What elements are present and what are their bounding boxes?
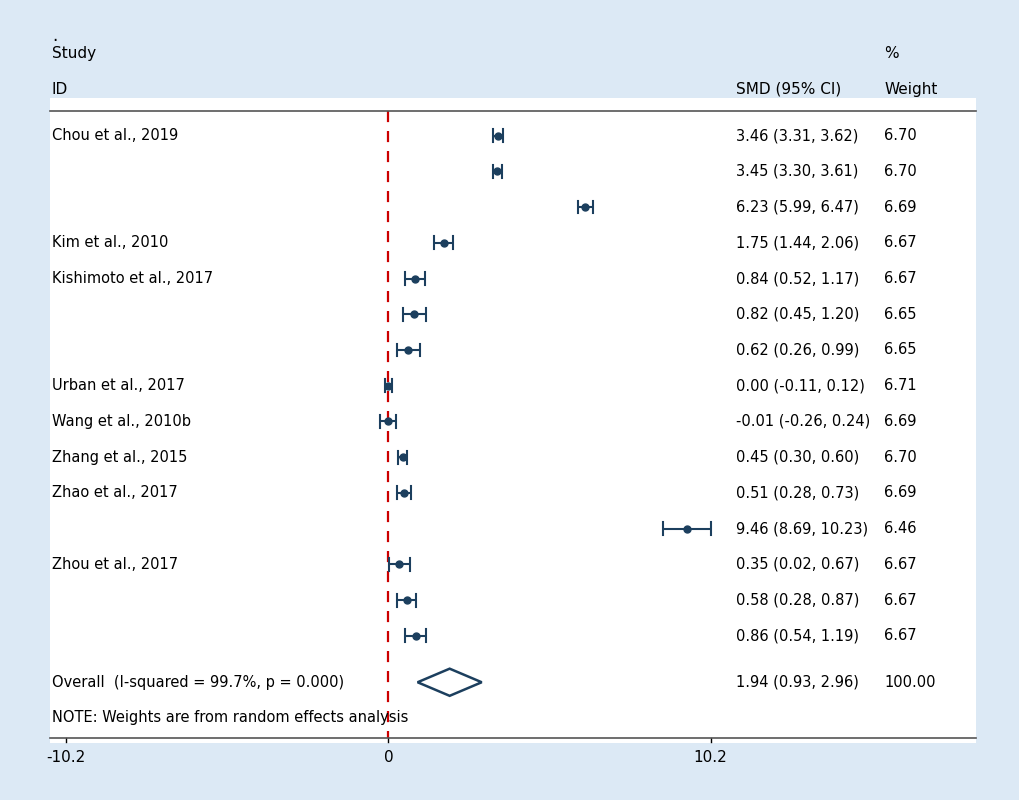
Text: 6.69: 6.69 bbox=[883, 486, 916, 500]
Text: 6.67: 6.67 bbox=[883, 271, 916, 286]
Text: %: % bbox=[883, 46, 898, 61]
Text: 6.65: 6.65 bbox=[883, 306, 916, 322]
Text: 6.70: 6.70 bbox=[883, 164, 916, 179]
Text: 6.67: 6.67 bbox=[883, 628, 916, 643]
Text: 6.67: 6.67 bbox=[883, 593, 916, 607]
Text: 0.86 (0.54, 1.19): 0.86 (0.54, 1.19) bbox=[735, 628, 858, 643]
Text: 3.46 (3.31, 3.62): 3.46 (3.31, 3.62) bbox=[735, 128, 857, 143]
Text: 6.70: 6.70 bbox=[883, 450, 916, 465]
Text: 1.75 (1.44, 2.06): 1.75 (1.44, 2.06) bbox=[735, 235, 858, 250]
Text: 10.2: 10.2 bbox=[693, 750, 727, 765]
Text: -10.2: -10.2 bbox=[47, 750, 86, 765]
Text: 0.51 (0.28, 0.73): 0.51 (0.28, 0.73) bbox=[735, 486, 858, 500]
Text: 6.71: 6.71 bbox=[883, 378, 916, 394]
Text: Study: Study bbox=[52, 46, 96, 61]
Text: 6.70: 6.70 bbox=[883, 128, 916, 143]
Text: ID: ID bbox=[52, 82, 68, 97]
Text: NOTE: Weights are from random effects analysis: NOTE: Weights are from random effects an… bbox=[52, 710, 408, 726]
Text: Weight: Weight bbox=[883, 82, 936, 97]
Polygon shape bbox=[417, 669, 481, 696]
Text: 6.67: 6.67 bbox=[883, 557, 916, 572]
Text: 100.00: 100.00 bbox=[883, 674, 935, 690]
Text: ·: · bbox=[52, 32, 57, 50]
Bar bbox=[50, 98, 975, 743]
Text: 0.84 (0.52, 1.17): 0.84 (0.52, 1.17) bbox=[735, 271, 858, 286]
Text: 6.46: 6.46 bbox=[883, 521, 916, 536]
Text: 0.00 (-0.11, 0.12): 0.00 (-0.11, 0.12) bbox=[735, 378, 864, 394]
Text: 6.65: 6.65 bbox=[883, 342, 916, 358]
Text: Urban et al., 2017: Urban et al., 2017 bbox=[52, 378, 184, 394]
Text: 6.67: 6.67 bbox=[883, 235, 916, 250]
Text: 3.45 (3.30, 3.61): 3.45 (3.30, 3.61) bbox=[735, 164, 857, 179]
Text: Chou et al., 2019: Chou et al., 2019 bbox=[52, 128, 178, 143]
Text: 0: 0 bbox=[383, 750, 392, 765]
Text: Zhou et al., 2017: Zhou et al., 2017 bbox=[52, 557, 177, 572]
Text: 0.45 (0.30, 0.60): 0.45 (0.30, 0.60) bbox=[735, 450, 858, 465]
Text: 0.62 (0.26, 0.99): 0.62 (0.26, 0.99) bbox=[735, 342, 858, 358]
Text: 6.23 (5.99, 6.47): 6.23 (5.99, 6.47) bbox=[735, 199, 858, 214]
Text: 6.69: 6.69 bbox=[883, 199, 916, 214]
Text: 0.58 (0.28, 0.87): 0.58 (0.28, 0.87) bbox=[735, 593, 858, 607]
Text: 9.46 (8.69, 10.23): 9.46 (8.69, 10.23) bbox=[735, 521, 867, 536]
Text: 0.35 (0.02, 0.67): 0.35 (0.02, 0.67) bbox=[735, 557, 858, 572]
Text: Wang et al., 2010b: Wang et al., 2010b bbox=[52, 414, 191, 429]
Text: -0.01 (-0.26, 0.24): -0.01 (-0.26, 0.24) bbox=[735, 414, 869, 429]
Text: Overall  (I-squared = 99.7%, p = 0.000): Overall (I-squared = 99.7%, p = 0.000) bbox=[52, 674, 343, 690]
Text: Kim et al., 2010: Kim et al., 2010 bbox=[52, 235, 168, 250]
Text: 1.94 (0.93, 2.96): 1.94 (0.93, 2.96) bbox=[735, 674, 858, 690]
Text: 0.82 (0.45, 1.20): 0.82 (0.45, 1.20) bbox=[735, 306, 858, 322]
Text: Zhao et al., 2017: Zhao et al., 2017 bbox=[52, 486, 177, 500]
Text: SMD (95% CI): SMD (95% CI) bbox=[735, 82, 841, 97]
Text: Zhang et al., 2015: Zhang et al., 2015 bbox=[52, 450, 187, 465]
Text: 6.69: 6.69 bbox=[883, 414, 916, 429]
Text: Kishimoto et al., 2017: Kishimoto et al., 2017 bbox=[52, 271, 213, 286]
